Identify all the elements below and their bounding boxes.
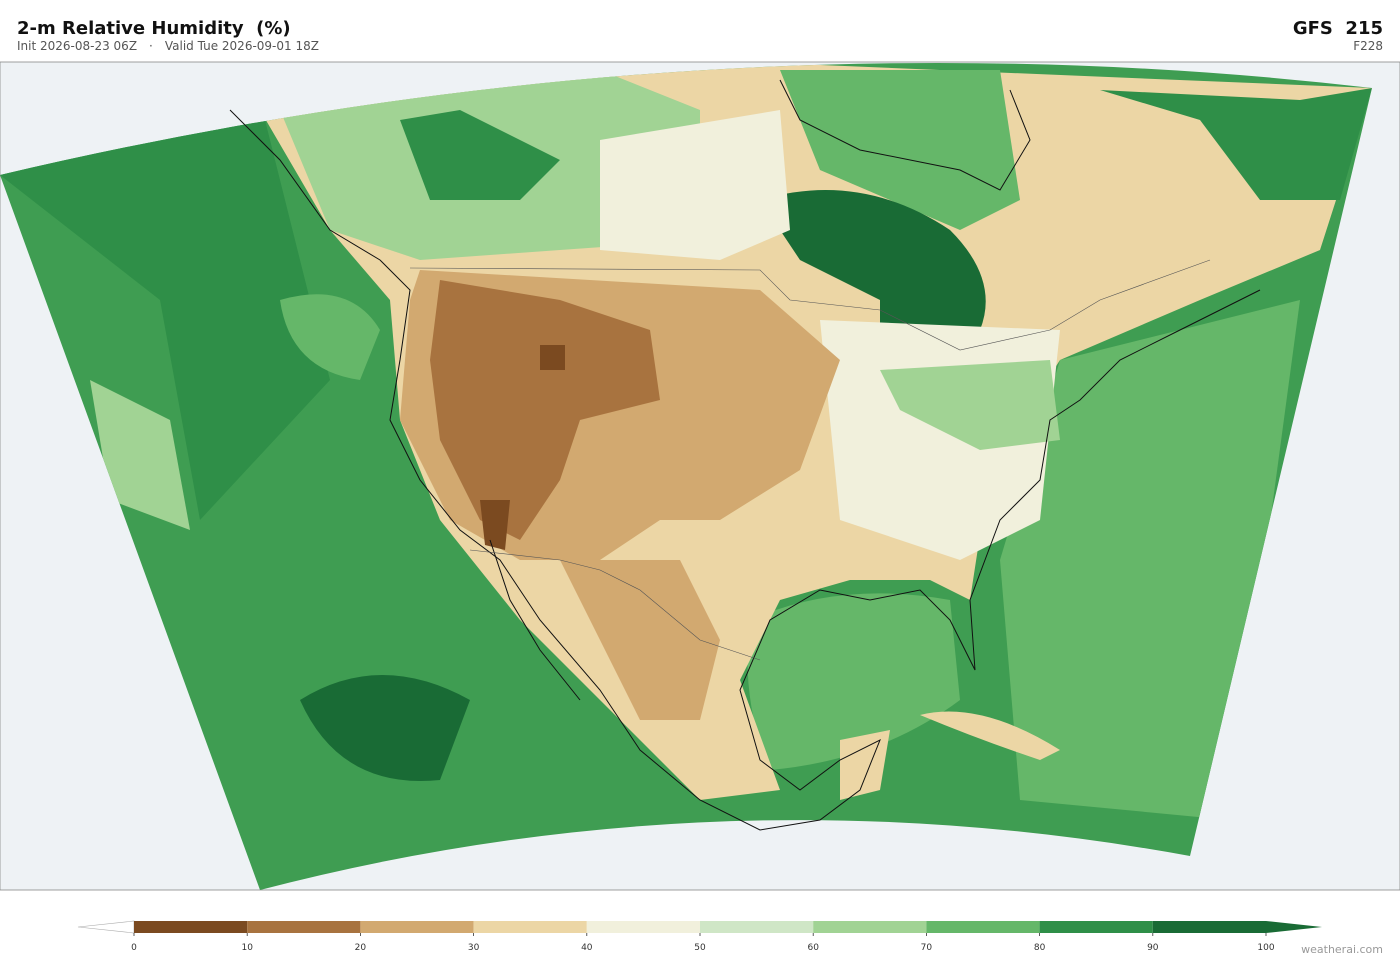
- field-patch: [780, 70, 1020, 230]
- coastlines: [229, 79, 1261, 831]
- colorbar-tick-label: 80: [1034, 943, 1046, 953]
- colorbar-segment: [1039, 921, 1153, 933]
- baja: [489, 539, 581, 701]
- gulf-field: [747, 593, 960, 770]
- colorbar-segment: [247, 921, 361, 933]
- field-patch: [600, 110, 790, 260]
- colorbar-tick-label: 0: [131, 943, 137, 953]
- colorbar-tick-label: 10: [241, 943, 253, 953]
- field-patch: [0, 100, 330, 520]
- colorbar-segment: [473, 921, 587, 933]
- separator: ·: [149, 39, 153, 53]
- colorbar: 0 10 20 30 40 50 60 70 80 90 100: [77, 920, 1322, 953]
- field-patch: [480, 345, 565, 550]
- us-mexico-border: [469, 549, 761, 661]
- field-patch: [920, 711, 1060, 760]
- colorbar-segment: [134, 921, 248, 933]
- colorbar-segment: [700, 921, 814, 933]
- field-patch: [880, 360, 1060, 450]
- title: 2-m Relative Humidity (%): [17, 18, 291, 39]
- colorbar-segment: [586, 921, 700, 933]
- colorbar-over: [1266, 921, 1322, 933]
- colorbar-tick-label: 50: [694, 943, 706, 953]
- field-patch: [300, 675, 470, 781]
- field-patch: [430, 280, 660, 540]
- colorbar-segment: [360, 921, 474, 933]
- colorbar-tick-label: 90: [1147, 943, 1159, 953]
- colorbar-segment: [926, 921, 1040, 933]
- valid-time: Valid Tue 2026-09-01 18Z: [165, 39, 319, 53]
- field-patch: [1100, 88, 1372, 200]
- field-patch: [400, 110, 560, 200]
- colorbar-tick-label: 30: [468, 943, 480, 953]
- model-label: GFS 215: [1293, 18, 1383, 39]
- colorbar-segment: [1152, 921, 1266, 933]
- colorbar-segment: [813, 921, 927, 933]
- colorbar-tick-label: 60: [807, 943, 819, 953]
- colorbar-tick-label: 40: [581, 943, 593, 953]
- field-patch: [560, 560, 720, 720]
- borders: [409, 259, 1211, 661]
- us-canada-border: [409, 259, 1211, 351]
- coastline: [229, 109, 1261, 831]
- init-time: Init 2026-08-23 06Z: [17, 39, 137, 53]
- field-patch: [280, 294, 380, 380]
- hudson-bay: [779, 79, 1031, 191]
- colorbar-tick-label: 20: [355, 943, 367, 953]
- field-patch: [1000, 300, 1300, 820]
- colorbar-under: [77, 920, 135, 934]
- forecast-hour: F228: [1353, 39, 1383, 53]
- subtitle: Init 2026-08-23 06Z · Valid Tue 2026-09-01…: [17, 39, 319, 53]
- colorbar-tick-label: 100: [1257, 943, 1274, 953]
- watermark: weatherai.com: [1301, 943, 1383, 956]
- colorbar-tick-label: 70: [921, 943, 933, 953]
